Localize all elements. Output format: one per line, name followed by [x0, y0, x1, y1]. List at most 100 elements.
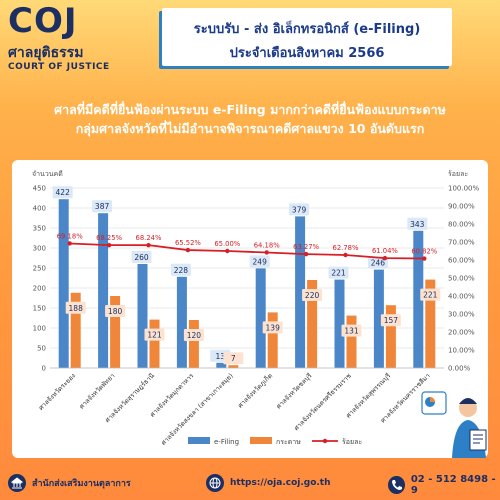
coj-logo: COJ ศาลยุติธรรม COURT OF JUSTICE	[6, 4, 116, 76]
data-label-efiling: 228	[174, 266, 189, 275]
y2-tick-label: 100.00%	[448, 185, 479, 193]
data-label-bg-efiling	[170, 263, 191, 276]
bar-efiling	[137, 264, 148, 368]
data-label-bg-paper	[302, 289, 323, 301]
efiling-combo-chart: จำนวนคดี ร้อยละ05010015020025030035040045…	[32, 170, 479, 447]
data-label-bg-paper	[380, 314, 401, 327]
page-title: ระบบรับ - ส่ง อิเล็กทรอนิกส์ (e-Filing)	[193, 22, 421, 37]
y2-tick-label: 50.00%	[448, 275, 475, 283]
bar-paper	[346, 315, 357, 368]
category-label: ศาลจังหวัดชลบุรี	[275, 371, 314, 410]
data-label-efiling: 13	[216, 352, 226, 361]
category-label: ศาลจังหวัดภูเก็ต	[236, 371, 275, 410]
y2-tick-label: 10.00%	[448, 347, 475, 355]
bar-paper	[425, 279, 436, 368]
line-point-percent	[225, 248, 230, 254]
line-point-percent	[67, 241, 72, 246]
y2-tick-label: 40.00%	[448, 293, 475, 301]
footer-url[interactable]: https://oja.coj.go.th	[230, 478, 331, 488]
data-label-bg-efiling	[131, 251, 152, 263]
y-tick-label: 300	[33, 245, 46, 253]
logo-abbr: COJ	[8, 1, 78, 41]
bar-efiling	[58, 199, 69, 368]
y-tick-label: 200	[33, 285, 46, 293]
y2-tick-label: 0.00%	[448, 365, 471, 373]
category-label: ศาลจังหวัดพัทยา	[78, 372, 117, 411]
data-label-bg-paper	[262, 321, 283, 334]
bar-paper	[385, 305, 396, 368]
y-tick-label: 400	[33, 205, 46, 213]
percent-label: 64.18%	[254, 241, 280, 249]
footer-org-name: สำนักส่งเสริมงานตุลาการ	[32, 479, 131, 489]
percent-label: 62.78%	[333, 244, 359, 252]
data-label-bg-paper	[420, 288, 441, 301]
y-tick-label: 250	[33, 265, 46, 273]
bar-paper	[188, 320, 199, 368]
logo-english-name: COURT OF JUSTICE	[8, 62, 110, 72]
line-point-percent	[185, 247, 191, 253]
legend-label-percent: ร้อยละ	[342, 438, 362, 446]
line-point-percent	[343, 252, 348, 258]
legend-label-efiling: e-Filing	[214, 438, 239, 446]
chart-subtitle: ศาลที่มีคดีที่ยื่นฟ้องผ่านระบบ e-Filing …	[0, 100, 500, 138]
category-label: ศาลจังหวัดระยอง	[37, 372, 77, 412]
data-label-bg-efiling	[249, 255, 270, 268]
data-label-bg-paper	[144, 328, 165, 341]
bar-efiling	[373, 269, 384, 368]
category-label: ศาลจังหวัดสงขลา (สาขาเกาะสมุย)	[160, 372, 235, 447]
bar-paper	[307, 280, 318, 368]
line-point-percent	[382, 255, 388, 261]
data-label-bg-efiling	[52, 186, 73, 199]
data-label-paper: 120	[187, 331, 202, 340]
data-label-bg-paper	[105, 305, 126, 317]
y-tick-label: 350	[33, 225, 46, 233]
data-label-bg-paper	[341, 324, 362, 337]
y2-axis-title: ร้อยละ	[448, 170, 468, 178]
chart-card: จำนวนคดี ร้อยละ 0 50 100 150 200 250 300 350 400 45…	[12, 160, 488, 458]
data-label-paper: 221	[423, 291, 438, 300]
footer-website[interactable]: https://oja.coj.go.th	[206, 474, 331, 492]
y2-tick-label: 80.00%	[448, 221, 475, 229]
data-label-bg-paper	[223, 352, 244, 365]
data-label-bg-efiling	[407, 217, 428, 230]
percent-label: 68.25%	[96, 234, 122, 242]
line-point-percent	[264, 250, 269, 255]
y-tick-label: 450	[33, 185, 46, 193]
percent-label: 65.52%	[175, 239, 201, 247]
subtitle-line-1: ศาลที่มีคดีที่ยื่นฟ้องผ่านระบบ e-Filing …	[54, 102, 446, 117]
y2-tick-label: 90.00%	[448, 203, 475, 211]
data-label-bg-paper	[65, 301, 86, 314]
title-box: ระบบรับ - ส่ง อิเล็กทรอนิกส์ (e-Filing) …	[162, 8, 452, 66]
bar-efiling	[295, 216, 306, 368]
legend-marker-percent	[322, 438, 328, 444]
percent-label: 60.82%	[411, 248, 437, 256]
bar-efiling	[255, 268, 266, 368]
data-label-paper: 7	[231, 354, 236, 363]
bar-efiling	[413, 230, 424, 368]
footer-phone: 02 - 512 8498 - 9	[388, 474, 500, 496]
phone-icon	[388, 476, 405, 494]
subtitle-line-2: กลุ่มศาลจังหวัดที่ไม่มีอำนาจพิจารณาคดีศา…	[75, 121, 425, 136]
bar-efiling	[334, 279, 345, 368]
y-axis-title: จำนวนคดี	[32, 170, 63, 178]
bar-paper	[110, 296, 121, 368]
y-tick-label: 100	[33, 325, 46, 333]
y2-tick-label: 20.00%	[448, 329, 475, 337]
footer-phone-number: 02 - 512 8498 - 9	[410, 474, 496, 496]
data-label-bg-efiling	[328, 266, 349, 279]
y2-tick-label: 70.00%	[448, 239, 475, 247]
y-tick-label: 50	[37, 345, 46, 353]
line-point-percent	[146, 242, 151, 248]
line-point-percent	[303, 251, 309, 257]
series-line-percent	[69, 242, 425, 260]
bar-efiling	[216, 362, 227, 368]
data-label-bg-paper	[183, 329, 204, 341]
legend-swatch-efiling	[188, 437, 210, 444]
bar-paper	[267, 312, 278, 368]
y2-tick-label: 30.00%	[448, 311, 475, 319]
data-label-efiling: 387	[95, 202, 110, 211]
percent-label: 69.18%	[57, 232, 83, 240]
line-point-percent	[106, 242, 112, 248]
data-label-efiling: 246	[371, 259, 386, 268]
building-icon	[8, 474, 26, 492]
